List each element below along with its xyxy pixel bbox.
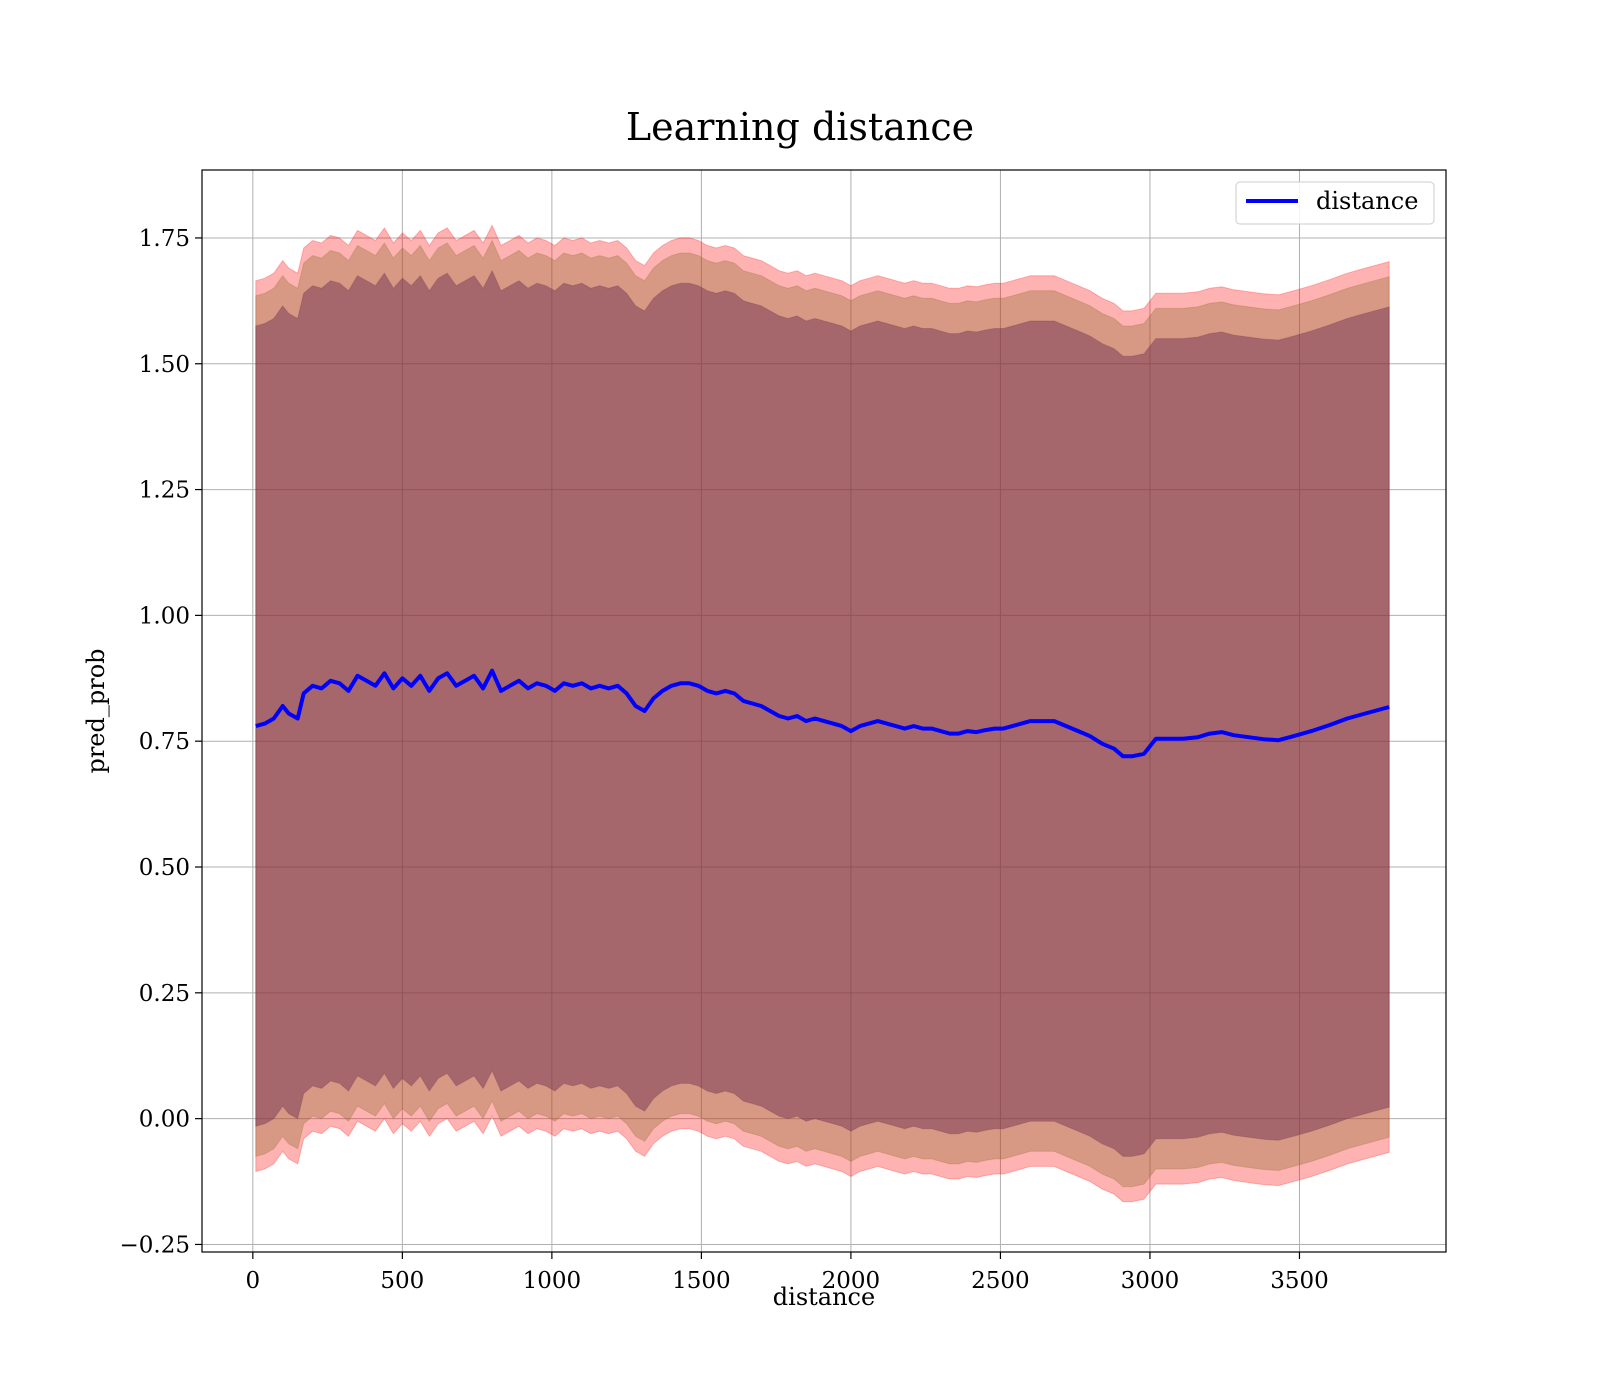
series-line-distance: [255, 668, 1390, 759]
y-tick-label: 1.25: [139, 478, 190, 504]
y-tick-label: 1.75: [139, 226, 190, 252]
outer-band: [255, 224, 1390, 1203]
y-tick-label: −0.25: [120, 1232, 190, 1258]
x-tick-label: 2500: [971, 1268, 1030, 1294]
x-tick-label: 3500: [1270, 1268, 1329, 1294]
x-tick-label: 0: [246, 1268, 261, 1294]
y-tick-label: 1.50: [139, 352, 190, 378]
grid-lines: [202, 170, 1446, 1252]
confidence-bands: [255, 224, 1390, 1203]
x-tick-label: 3000: [1121, 1268, 1180, 1294]
y-tick-label: 0.00: [139, 1107, 190, 1133]
legend-box: [1235, 181, 1435, 225]
axis-ticks: 0 500 1000 1500 2000 2500 3000 3500 −0.25 0.00 0.2…: [120, 226, 1329, 1294]
inner-band: [255, 269, 1390, 1157]
x-tick-label: 1000: [523, 1268, 582, 1294]
y-tick-label: 0.25: [139, 981, 190, 1007]
x-tick-label: 500: [380, 1268, 424, 1294]
x-tick-label: 2000: [822, 1268, 881, 1294]
y-tick-label: 0.75: [139, 729, 190, 755]
chart-title: Learning distance: [626, 105, 974, 149]
legend-label-distance: distance: [1316, 187, 1418, 215]
series-lines: [255, 668, 1390, 759]
plot-frame: [201, 169, 1447, 1253]
middle-band: [255, 239, 1390, 1188]
legend: distance: [1235, 181, 1435, 225]
x-tick-label: 1500: [672, 1268, 731, 1294]
x-axis-label: distance: [773, 1283, 875, 1311]
y-axis-label: pred_prob: [82, 648, 110, 773]
y-tick-label: 0.50: [139, 855, 190, 881]
y-tick-label: 1.00: [139, 603, 190, 629]
